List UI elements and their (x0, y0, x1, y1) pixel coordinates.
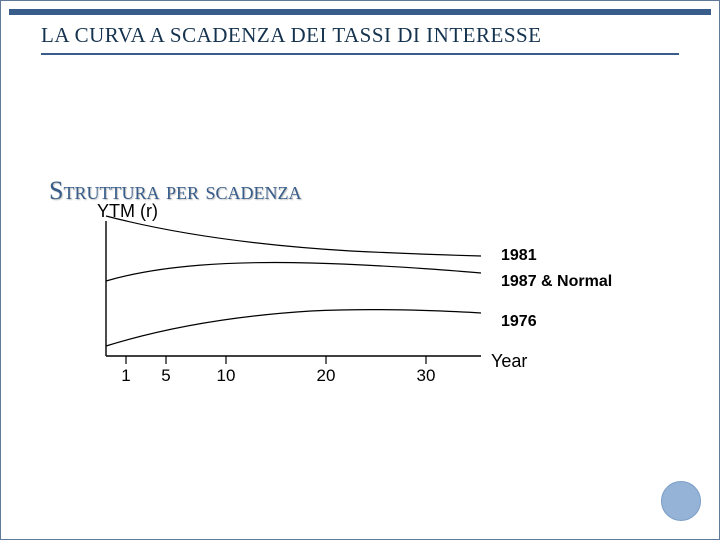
title-underline (41, 53, 679, 55)
slide-frame: LA CURVA A SCADENZA DEI TASSI DI INTERES… (0, 0, 720, 540)
chart-svg (51, 201, 651, 401)
x-tick-30: 30 (411, 366, 441, 386)
x-tick-5: 5 (151, 366, 181, 386)
x-tick-1: 1 (111, 366, 141, 386)
x-tick-20: 20 (311, 366, 341, 386)
curve-1987-normal (106, 263, 481, 281)
series-label-1976: 1976 (501, 313, 537, 331)
slide-title: LA CURVA A SCADENZA DEI TASSI DI INTERES… (41, 23, 679, 48)
x-axis-label: Year (491, 351, 527, 372)
curve-1981 (106, 216, 481, 256)
series-label-1981: 1981 (501, 247, 537, 265)
x-tick-10: 10 (211, 366, 241, 386)
corner-decoration-circle (661, 481, 701, 521)
x-ticks (126, 356, 426, 364)
series-label-1987-normal: 1987 & Normal (501, 273, 612, 291)
top-accent-stripe (9, 9, 711, 15)
curve-1976 (106, 310, 481, 346)
yield-curve-chart: YTM (r) 1 5 10 20 30 Year 1981 (51, 201, 651, 401)
